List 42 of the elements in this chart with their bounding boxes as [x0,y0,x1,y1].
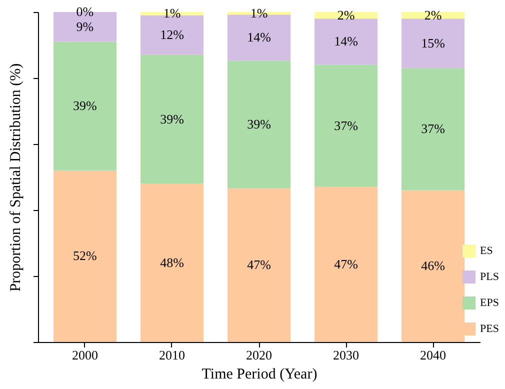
data-label: 47% [247,257,272,272]
data-label: 1% [163,6,181,21]
x-tick-label: 2040 [420,348,446,362]
data-label: 37% [334,118,358,133]
x-axis-title: Time Period (Year) [202,366,318,382]
legend-label: PLS [480,271,499,283]
bar [228,60,290,188]
data-label: 52% [73,248,98,264]
data-label: 15% [421,35,446,50]
bar [314,186,378,342]
legend-label: PES [480,323,499,335]
data-label: 2% [424,7,442,22]
x-tick-label: 2030 [333,348,360,362]
bar [228,188,290,342]
x-tick-label: 2010 [158,348,185,362]
data-label: 39% [247,116,272,132]
data-label: 47% [334,256,358,272]
data-label: 39% [160,111,184,126]
bar [140,54,204,184]
data-label: 46% [421,258,446,274]
bar [53,170,116,342]
x-tick-label: 2020 [246,348,272,362]
data-label: 48% [160,254,184,270]
legend-label: EPS [480,297,499,309]
data-label: 39% [73,98,98,114]
data-label: 37% [421,121,446,136]
y-axis-title: Proportion of Spatial Distribution (%) [8,63,24,292]
data-label: 12% [160,27,184,42]
data-label: 1% [250,5,268,20]
bar [402,68,465,190]
data-label: 9% [76,18,94,34]
data-label: 2% [337,7,355,22]
legend-label: ES [480,245,493,257]
bar [314,18,378,65]
x-tick-label: 2000 [72,348,98,362]
bar [402,18,465,68]
bar [140,184,204,342]
data-label: 0% [76,4,94,19]
bar [314,64,378,187]
data-label: 14% [334,34,358,49]
bar [53,42,116,170]
data-label: 14% [247,30,272,45]
